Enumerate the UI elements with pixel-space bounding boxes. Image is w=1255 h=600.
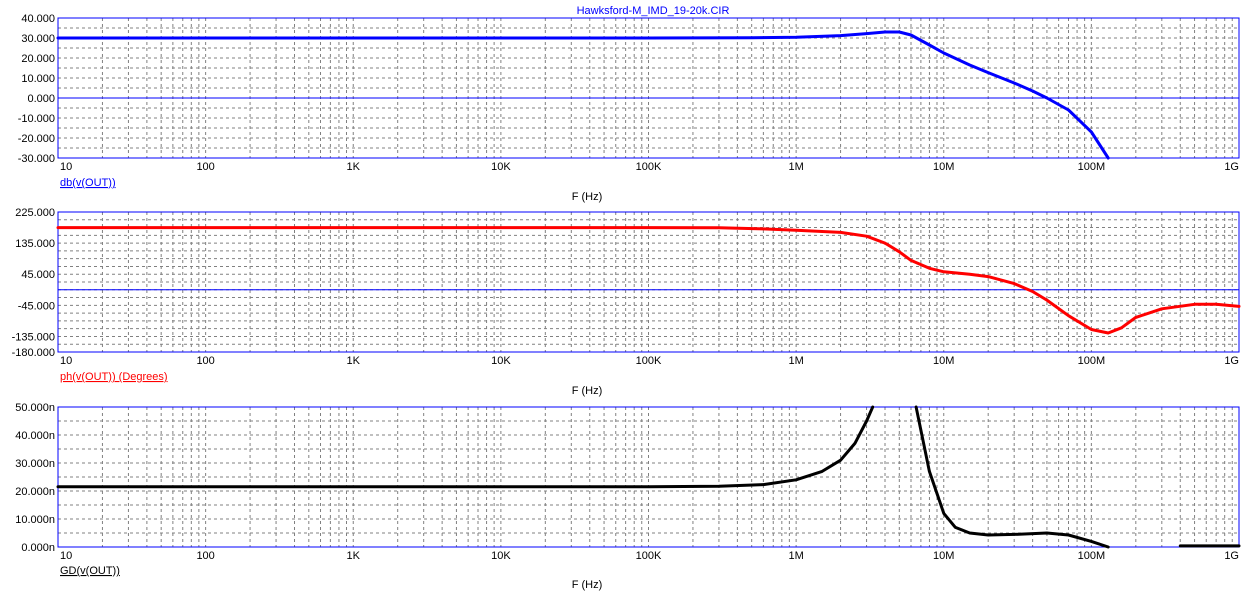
window-title: Hawksford-M_IMD_19-20k.CIR	[577, 5, 730, 17]
series-line-gd-v-out-	[914, 405, 1110, 549]
y-tick-label: 0.000n	[21, 542, 55, 554]
x-tick-label: 1K	[347, 550, 361, 562]
x-axis-label: F (Hz)	[572, 385, 603, 397]
y-tick-label: 50.000n	[15, 402, 55, 414]
x-tick-label: 1G	[1224, 550, 1239, 562]
x-tick-label: 100M	[1078, 550, 1106, 562]
x-tick-label: 10	[60, 550, 72, 562]
y-tick-label: -20.000	[18, 133, 55, 145]
x-tick-label: 100M	[1078, 161, 1106, 173]
plot-frame	[57, 406, 1240, 548]
y-tick-label: 135.000	[15, 238, 55, 250]
panel-3: 50.000n 40.000n 30.000n 20.000n 10.000n 0.000…	[15, 402, 1241, 591]
x-tick-label: 100	[196, 355, 214, 367]
y-tick-label: 30.000n	[15, 458, 55, 470]
series-line-gd-v-out-	[56, 405, 875, 489]
y-tick-label: 225.000	[15, 207, 55, 219]
x-tick-label: 10	[60, 355, 72, 367]
x-tick-label: 10K	[491, 355, 511, 367]
x-tick-label: 1M	[788, 161, 803, 173]
x-tick-label: 1K	[347, 355, 361, 367]
panel-1: 40.000 30.000 20.000 10.000 0.000 -10.000 -20.…	[18, 13, 1240, 203]
x-tick-label: 10K	[491, 161, 511, 173]
y-tick-label: 10.000n	[15, 514, 55, 526]
x-tick-label: 1M	[788, 550, 803, 562]
plot-frame	[57, 211, 1240, 353]
y-tick-label: 20.000n	[15, 486, 55, 498]
y-tick-label: -10.000	[18, 113, 55, 125]
x-tick-label: 100K	[636, 355, 662, 367]
y-tick-label: 40.000n	[15, 430, 55, 442]
y-tick-label: 30.000	[21, 33, 55, 45]
x-tick-label: 1M	[788, 355, 803, 367]
y-tick-label: 0.000	[27, 93, 55, 105]
y-axis-label: ph(v(OUT)) (Degrees)	[60, 371, 168, 383]
x-tick-label: 1K	[347, 161, 361, 173]
y-tick-label: 40.000	[21, 13, 55, 25]
y-tick-label: 45.000	[21, 269, 55, 281]
y-tick-label: -30.000	[18, 153, 55, 165]
x-axis-label: F (Hz)	[572, 579, 603, 591]
y-axis-label: db(v(OUT))	[60, 177, 116, 189]
x-tick-label: 10M	[933, 550, 954, 562]
x-tick-label: 10K	[491, 550, 511, 562]
x-tick-label: 1G	[1224, 161, 1239, 173]
x-tick-label: 100	[196, 161, 214, 173]
x-tick-label: 100K	[636, 161, 662, 173]
y-tick-label: 20.000	[21, 53, 55, 65]
y-axis-label: GD(v(OUT))	[60, 565, 120, 577]
x-tick-label: 10	[60, 161, 72, 173]
x-tick-label: 10M	[933, 161, 954, 173]
y-tick-label: 10.000	[21, 73, 55, 85]
x-axis-label: F (Hz)	[572, 191, 603, 203]
y-tick-label: -180.000	[12, 347, 55, 359]
y-tick-label: -45.000	[18, 300, 55, 312]
x-tick-label: 1G	[1224, 355, 1239, 367]
series-line-ph-v-out-degrees-	[56, 226, 1241, 335]
plot-frame	[57, 17, 1240, 159]
y-tick-label: -135.000	[12, 331, 55, 343]
x-tick-label: 100M	[1078, 355, 1106, 367]
panel-2: 225.000 135.000 45.000 -45.000 -135.000 -180.…	[12, 207, 1241, 397]
x-tick-label: 10M	[933, 355, 954, 367]
x-tick-label: 100K	[636, 550, 662, 562]
x-tick-label: 100	[196, 550, 214, 562]
series-line-db-v-out-	[56, 30, 1110, 160]
